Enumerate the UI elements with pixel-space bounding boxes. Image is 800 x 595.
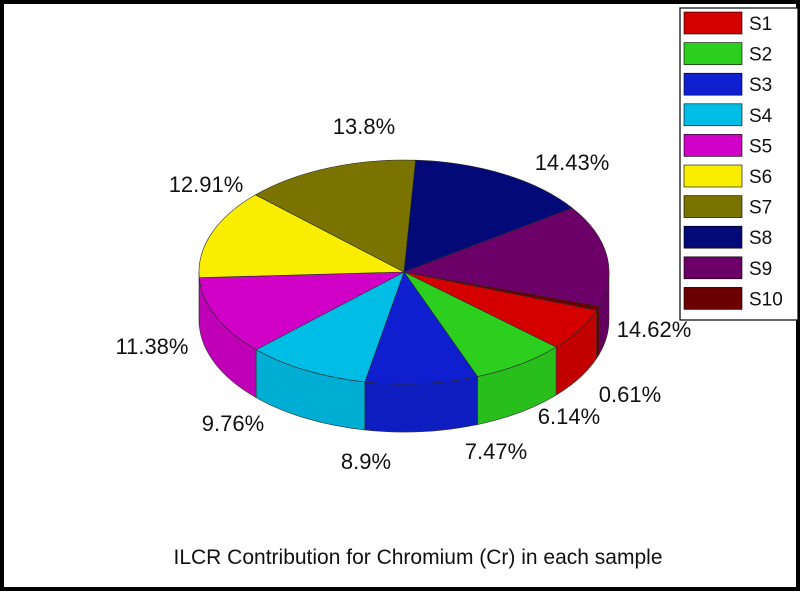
legend-swatch-s3	[684, 73, 742, 95]
legend-label-s8: S8	[749, 228, 772, 249]
pie-side-s3	[365, 377, 478, 432]
slice-label-s1: 6.14%	[538, 404, 600, 429]
legend-label-s5: S5	[749, 136, 772, 157]
pie-chart: 6.14% 7.47% 8.9% 9.76% 11.38% 12.91% 13.8% 14.4…	[4, 4, 800, 595]
legend-swatch-s6	[684, 165, 742, 187]
legend-swatch-s9	[684, 257, 742, 279]
slice-label-s3: 8.9%	[341, 449, 391, 474]
legend-swatch-s5	[684, 134, 742, 156]
legend-swatch-s4	[684, 104, 742, 126]
legend-swatch-s8	[684, 226, 742, 248]
legend-label-s4: S4	[749, 106, 773, 127]
slice-label-s10: 0.61%	[599, 382, 661, 407]
legend-label-s2: S2	[749, 45, 772, 66]
legend: S1 S2 S3 S4 S5 S6 S7 S8 S9 S10	[680, 8, 798, 320]
legend-swatch-s1	[684, 12, 742, 34]
legend-swatch-s10	[684, 287, 742, 309]
legend-label-s7: S7	[749, 198, 772, 219]
legend-label-s1: S1	[749, 14, 772, 35]
slice-label-s4: 9.76%	[202, 411, 264, 436]
pie-body	[199, 160, 609, 432]
slice-label-s6: 12.91%	[169, 172, 244, 197]
slice-label-s9: 14.62%	[617, 317, 692, 342]
slice-label-s7: 13.8%	[333, 114, 395, 139]
slice-label-s5: 11.38%	[116, 334, 189, 359]
slice-label-s8: 14.43%	[535, 150, 610, 175]
chart-caption: ILCR Contribution for Chromium (Cr) in e…	[174, 546, 663, 569]
pie-side-s10	[597, 306, 600, 358]
legend-label-s6: S6	[749, 167, 772, 188]
slice-label-s2: 7.47%	[465, 439, 527, 464]
legend-label-s3: S3	[749, 75, 772, 96]
legend-swatch-s2	[684, 43, 742, 65]
legend-label-s10: S10	[749, 289, 783, 310]
legend-label-s9: S9	[749, 259, 772, 280]
legend-swatch-s7	[684, 196, 742, 218]
